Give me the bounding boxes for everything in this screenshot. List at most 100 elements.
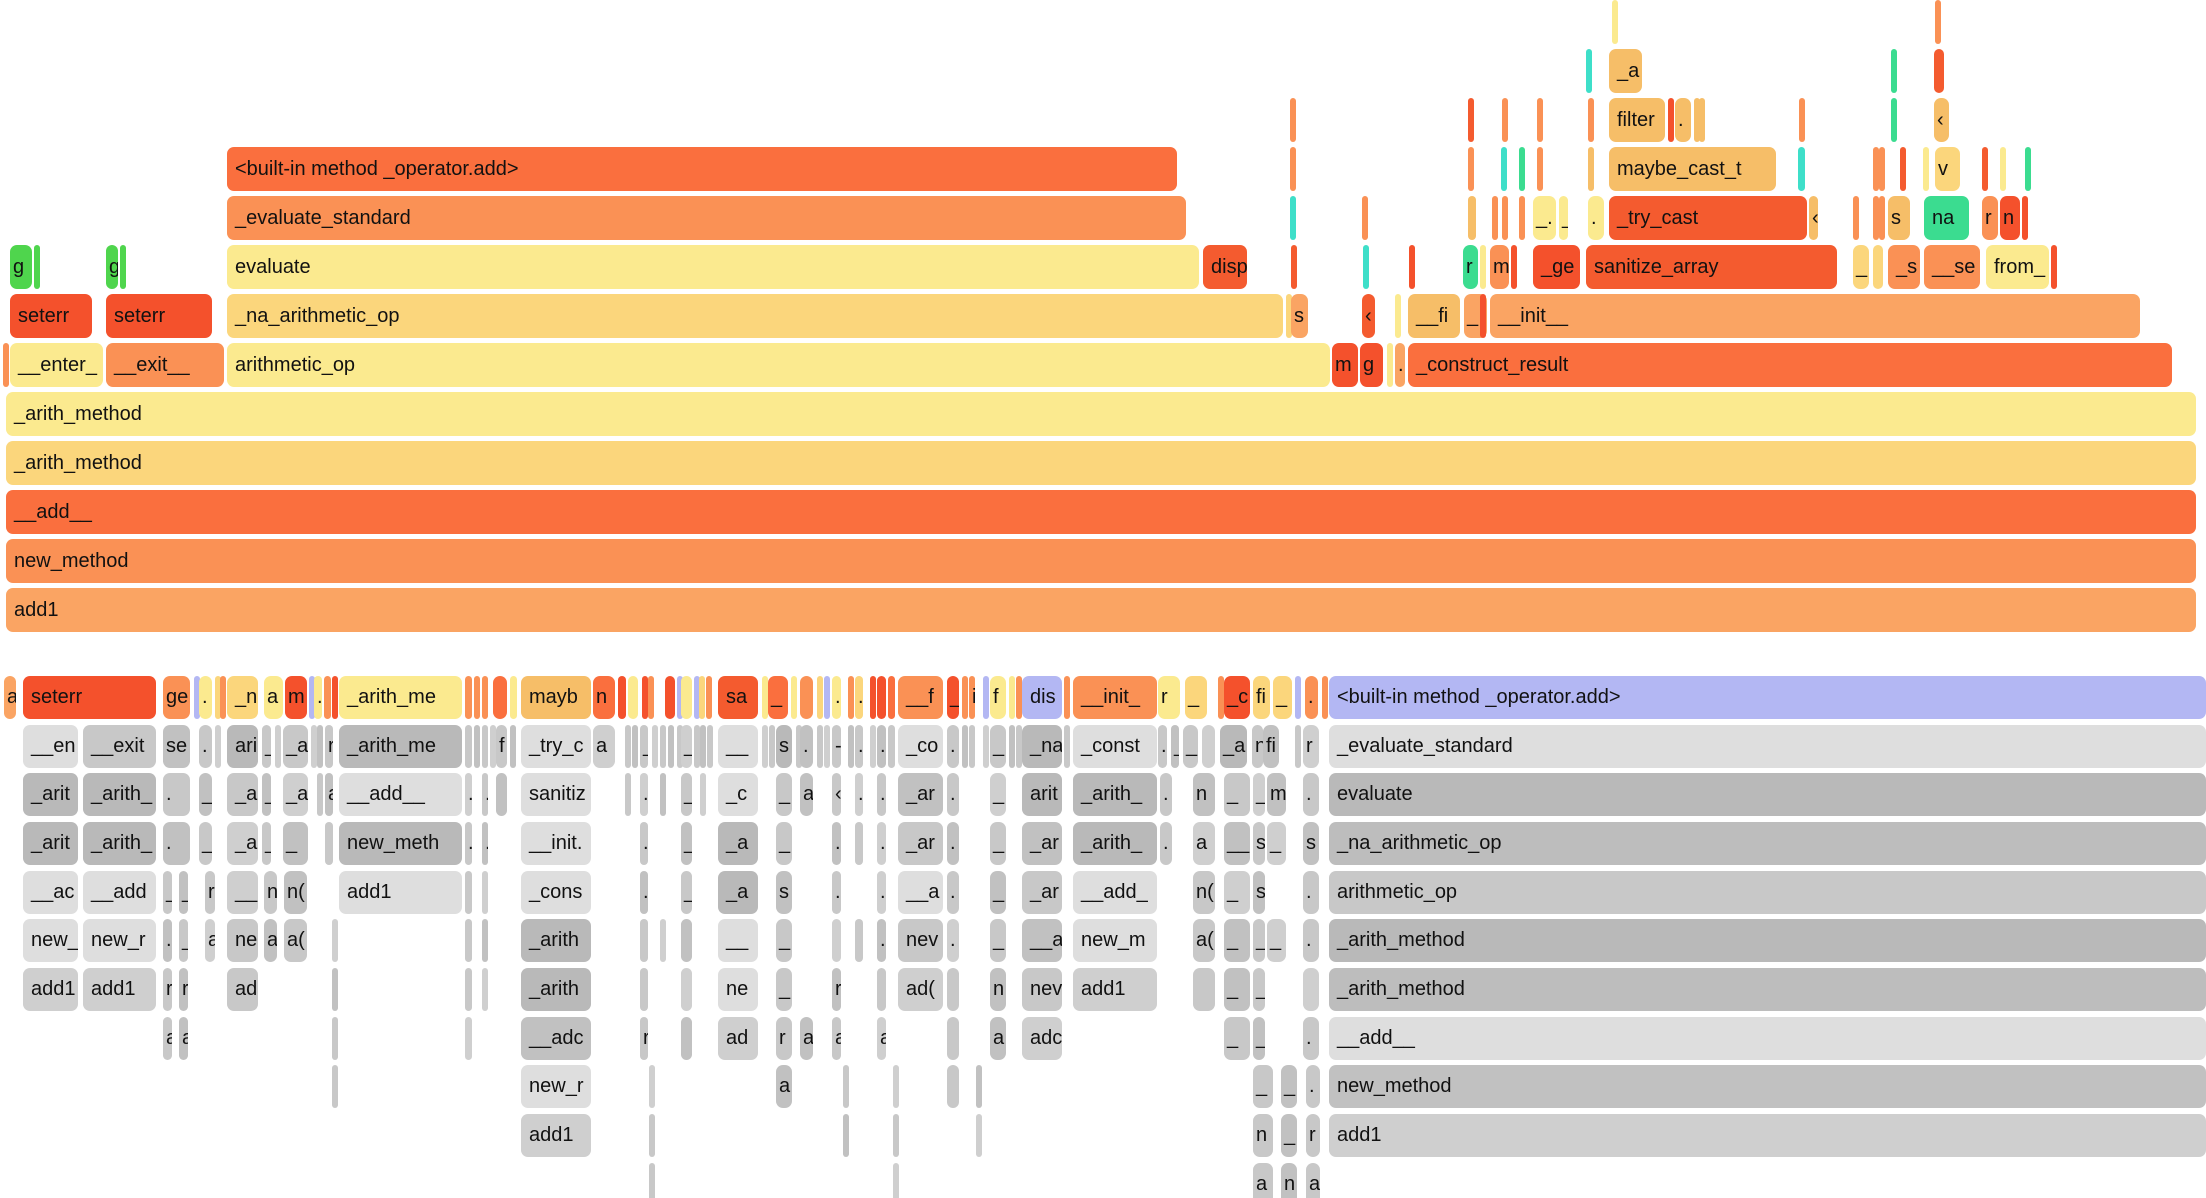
frame-bar[interactable]: ne [718,968,758,1011]
frame-bar[interactable]: ad( [898,968,943,1011]
frame-bar[interactable]: ari [227,725,258,768]
frame-sliver[interactable] [1218,676,1224,719]
frame-bar[interactable]: r [205,871,215,914]
frame-bar[interactable]: n [593,676,615,719]
frame-bar[interactable]: _ [262,822,271,865]
frame-sliver[interactable] [317,725,323,768]
frame-bar[interactable]: a [593,725,615,768]
frame-sliver[interactable] [681,919,692,962]
frame-sliver[interactable] [660,725,666,768]
frame-sliver[interactable] [275,725,281,768]
frame-bar[interactable]: _ [1185,676,1207,719]
frame-bar[interactable]: _try_c [521,725,591,768]
frame-bar[interactable]: fi [1253,676,1270,719]
frame-sliver[interactable] [194,676,200,719]
frame-sliver[interactable] [817,725,823,768]
frame-sliver[interactable] [640,968,648,1011]
frame-bar[interactable]: fi [1263,725,1279,768]
frame-bar[interactable]: . [877,773,886,816]
frame-sliver[interactable] [969,725,975,768]
frame-bar[interactable]: m [1267,773,1286,816]
frame-bar[interactable]: a [800,1017,813,1060]
frame-bar[interactable]: __a [1022,919,1062,962]
frame-bar[interactable]: _ [262,725,271,768]
frame-sliver[interactable] [1879,147,1885,191]
frame-bar[interactable]: _c [1224,676,1250,719]
frame-sliver[interactable] [769,725,775,768]
frame-bar[interactable]: s [1253,871,1265,914]
frame-bar[interactable]: . [465,822,472,865]
frame-bar[interactable]: . [877,871,886,914]
frame-bar[interactable]: a [264,919,277,962]
frame-sliver[interactable] [947,1065,959,1108]
frame-sliver[interactable] [1934,49,1944,93]
frame-sliver[interactable] [665,676,675,719]
frame-bar[interactable]: . [314,676,322,719]
frame-sliver[interactable] [694,676,700,719]
frame-sliver[interactable] [983,725,989,768]
frame-bar[interactable]: . [855,676,863,719]
frame-sliver[interactable] [1363,245,1369,289]
frame-bar[interactable]: r [325,725,333,768]
frame-bar[interactable]: . [163,773,190,816]
frame-sliver[interactable] [707,725,713,768]
frame-bar[interactable]: __en [23,725,78,768]
frame-bar[interactable]: _ [947,676,959,719]
frame-sliver[interactable] [1009,676,1015,719]
frame-sliver[interactable] [832,919,841,962]
frame-bar[interactable]: a [1306,1163,1320,1198]
frame-sliver[interactable] [1612,0,1618,44]
frame-sliver[interactable] [482,676,488,719]
frame-sliver[interactable] [493,676,507,719]
frame-bar[interactable]: a [179,1017,188,1060]
frame-bar[interactable]: _ [990,725,1006,768]
frame-sliver[interactable] [1982,147,1988,191]
frame-bar[interactable]: n [990,968,1006,1011]
frame-bar[interactable]: . [855,773,863,816]
frame-bar[interactable]: . [1303,919,1319,962]
frame-bar[interactable]: mayb [521,676,591,719]
frame-sliver[interactable] [649,1114,655,1157]
frame-sliver[interactable] [1879,196,1885,240]
frame-bar[interactable]: n [1281,1163,1297,1198]
frame-bar[interactable]: __add__ [339,773,462,816]
frame-bar[interactable]: _a [718,822,758,865]
frame-sliver[interactable] [1798,147,1805,191]
frame-bar[interactable]: _ [199,822,212,865]
frame-bar[interactable]: _ [990,919,1006,962]
frame-bar[interactable]: _ [1281,1065,1297,1108]
frame-bar[interactable]: a [163,1017,172,1060]
selected-frame-bar[interactable]: dis [1022,676,1062,719]
frame-bar[interactable]: _arith [521,968,591,1011]
frame-sliver[interactable] [796,725,802,768]
frame-bar[interactable]: a [4,676,16,719]
frame-sliver[interactable] [855,919,863,962]
frame-sliver[interactable] [681,1017,692,1060]
frame-bar[interactable]: _ [990,871,1006,914]
frame-sliver[interactable] [1519,196,1525,240]
frame-sliver[interactable] [1519,147,1525,191]
frame-sliver[interactable] [700,725,706,768]
frame-bar[interactable]: seterr [23,676,156,719]
frame-sliver[interactable] [465,676,472,719]
frame-sliver[interactable] [1480,294,1486,338]
frame-bar[interactable]: . [1303,871,1319,914]
frame-sliver[interactable] [1799,98,1805,142]
frame-sliver[interactable] [681,676,692,719]
frame-bar[interactable]: _ [990,773,1006,816]
frame-sliver[interactable] [332,676,338,719]
frame-sliver[interactable] [762,676,768,719]
frame-sliver[interactable] [962,725,968,768]
frame-bar[interactable]: n [1253,1114,1273,1157]
frame-bar[interactable]: _a [1220,725,1247,768]
frame-bar[interactable]: a [800,773,813,816]
frame-bar[interactable]: _ [776,773,792,816]
frame-sliver[interactable] [120,245,126,289]
frame-sliver[interactable] [465,968,472,1011]
frame-sliver[interactable] [1322,676,1328,719]
frame-sliver[interactable] [1501,147,1507,191]
frame-sliver[interactable] [1537,147,1543,191]
frame-sliver[interactable] [34,245,40,289]
frame-bar[interactable]: . [640,871,648,914]
frame-bar[interactable]: . [465,773,472,816]
